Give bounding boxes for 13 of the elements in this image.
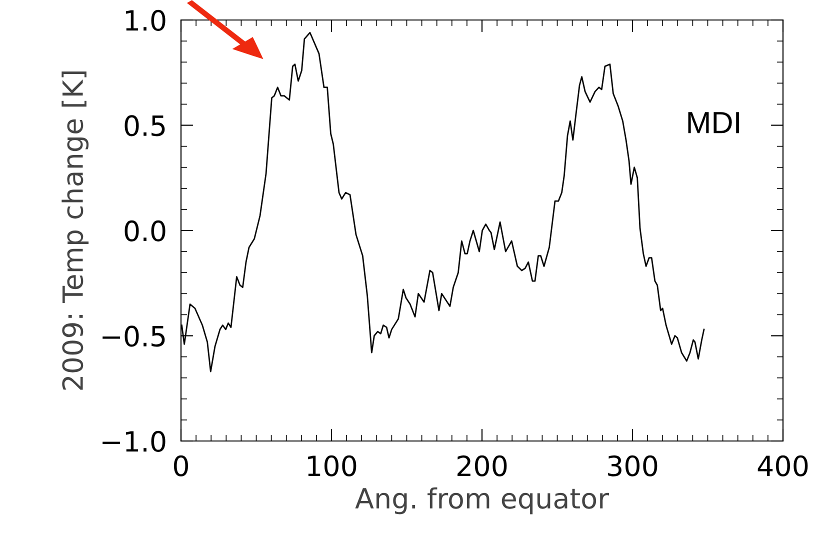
x-tick-label: 0: [174, 455, 188, 476]
y-tick-label: −0.5: [102, 326, 165, 347]
y-tick-label: 0.5: [124, 115, 165, 136]
x-tick-label: 400: [758, 455, 808, 476]
x-axis-title: Ang. from equator: [355, 487, 610, 514]
annotation: MDI: [688, 112, 739, 134]
x-tick-label: 100: [308, 455, 356, 476]
y-tick-label: 0.0: [124, 220, 166, 242]
y-axis-title: 2009: Temp change [K]: [62, 72, 89, 390]
y-tick-label: 1.0: [126, 10, 166, 31]
x-tick-label: 300: [608, 455, 658, 476]
y-tick-label: −1.0: [102, 430, 166, 452]
x-tick-label: 200: [458, 455, 507, 476]
